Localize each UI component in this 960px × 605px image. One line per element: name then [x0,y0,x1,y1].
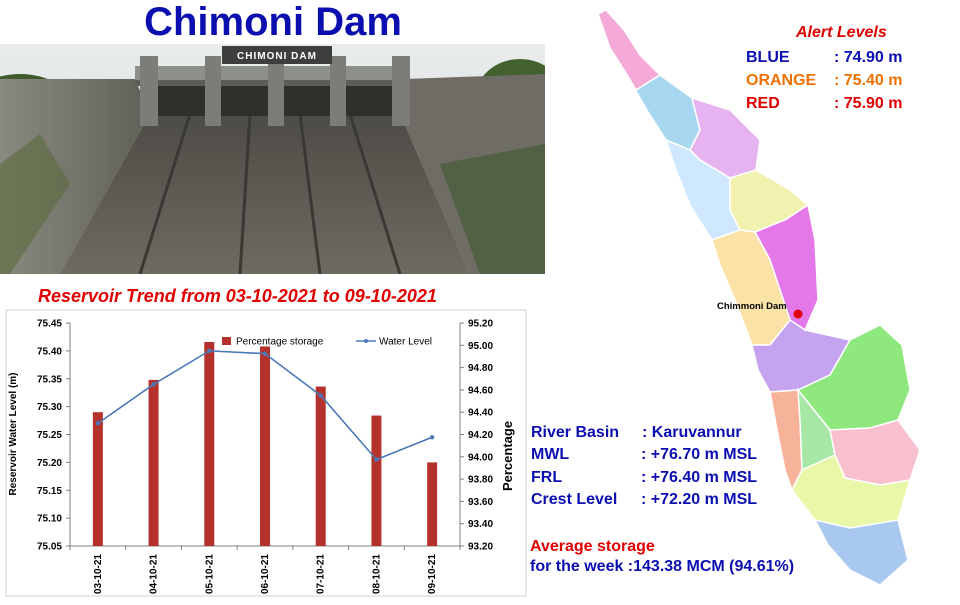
y-tick-label: 75.45 [37,319,62,330]
y-axis-label: Reservoir Water Level (m) [8,372,19,495]
y2-tick-label: 93.40 [468,519,493,530]
alert-label: ORANGE [746,72,817,89]
alert-value: : 75.90 m [834,95,903,112]
point-water-level [95,421,101,426]
bar-percentage-storage [260,346,270,546]
point-water-level [207,348,212,354]
y-tick-label: 75.10 [37,514,62,525]
point-water-level [151,382,156,387]
bar-percentage-storage [204,341,215,546]
y-tick-label: 75.15 [37,486,62,497]
y2-axis-label: Percentage [500,421,515,491]
bar-percentage-storage [315,386,326,546]
point-water-level [374,457,379,462]
legend-label-bar: Percentage storage [236,337,324,348]
y-tick-label: 75.35 [37,374,62,385]
y2-tick-label: 93.20 [468,542,493,553]
map-district-alappuzha [769,389,803,492]
y2-tick-label: 94.60 [468,385,493,396]
y-tick-label: 75.20 [37,458,62,469]
bar-percentage-storage [148,379,159,546]
average-storage-value: for the week :143.38 MCM (94.61%) [530,558,795,575]
alert-value: : 74.90 m [834,49,903,66]
y2-tick-label: 94.20 [468,430,493,441]
alert-label: RED [746,95,780,112]
alert-levels-title: Alert Levels [796,24,887,41]
y-tick-label: 75.30 [37,402,62,413]
alert-row-orange: ORANGE : 75.40 m [746,72,902,90]
alert-row-blue: BLUE : 74.90 m [746,49,902,67]
average-storage-title: Average storage [530,538,655,555]
x-tick-label: 04-10-21 [149,554,160,594]
x-tick-label: 03-10-21 [93,554,104,594]
x-tick-label: 06-10-21 [260,554,271,594]
dam-location-label: Chimmoni Dam [717,301,787,312]
map-district-thiruvananthapuram [813,518,909,586]
average-storage: Average storage for the week :143.38 MCM… [530,538,794,576]
info-value: : +76.40 m MSL [641,469,758,486]
y-tick-label: 75.40 [37,346,62,357]
y2-tick-label: 95.00 [468,341,493,352]
page-title: Chimoni Dam [144,0,402,44]
dam-sign: CHIMONI DAM [237,51,317,62]
info-label: FRL [531,469,563,486]
legend-swatch-bar [222,337,231,345]
x-tick-label: 08-10-21 [371,554,382,594]
point-water-level [318,393,323,398]
info-value: : +72.20 m MSL [641,491,758,508]
x-tick-label: 09-10-21 [427,554,438,594]
info-value: : Karuvannur [642,424,742,441]
alert-value: : 75.40 m [834,72,903,89]
info-row-river-basin: River Basin : Karuvannur [531,424,742,442]
dam-location-marker [793,309,803,319]
bar-percentage-storage [92,412,103,546]
chart-title: Reservoir Trend from 03-10-2021 to 09-10… [38,286,437,306]
point-water-level [429,435,435,440]
info-row-mwl: MWL : +76.70 m MSL [531,446,757,464]
info-row-crest-level: Crest Level : +72.20 m MSL [531,491,757,509]
legend-swatch-point [364,339,368,343]
y2-tick-label: 93.60 [468,497,493,508]
alert-row-red: RED : 75.90 m [746,95,902,113]
bar-percentage-storage [427,462,438,546]
info-label: River Basin [531,424,620,441]
reservoir-chart: Reservoir Water Level (m) Percentage 75.… [0,306,530,605]
info-label: Crest Level [531,491,618,508]
info-label: MWL [531,446,570,463]
y2-tick-label: 94.00 [468,452,493,463]
bar-percentage-storage [371,415,382,546]
info-value: : +76.70 m MSL [641,446,758,463]
info-row-frl: FRL : +76.40 m MSL [531,469,757,487]
y-tick-label: 75.05 [37,542,62,553]
alert-label: BLUE [746,49,790,66]
kerala-map: Chimmoni Dam [597,9,921,586]
x-tick-label: 05-10-21 [204,554,215,594]
dam-photo: CHIMONI DAM [0,44,545,274]
y-tick-label: 75.25 [37,430,62,441]
y2-tick-label: 94.80 [468,363,493,374]
point-water-level [262,351,268,356]
x-tick-label: 07-10-21 [316,554,327,594]
legend-label-line: Water Level [379,337,432,348]
y2-tick-label: 93.80 [468,475,493,486]
y2-tick-label: 94.40 [468,408,493,419]
y2-tick-label: 95.20 [468,319,493,330]
